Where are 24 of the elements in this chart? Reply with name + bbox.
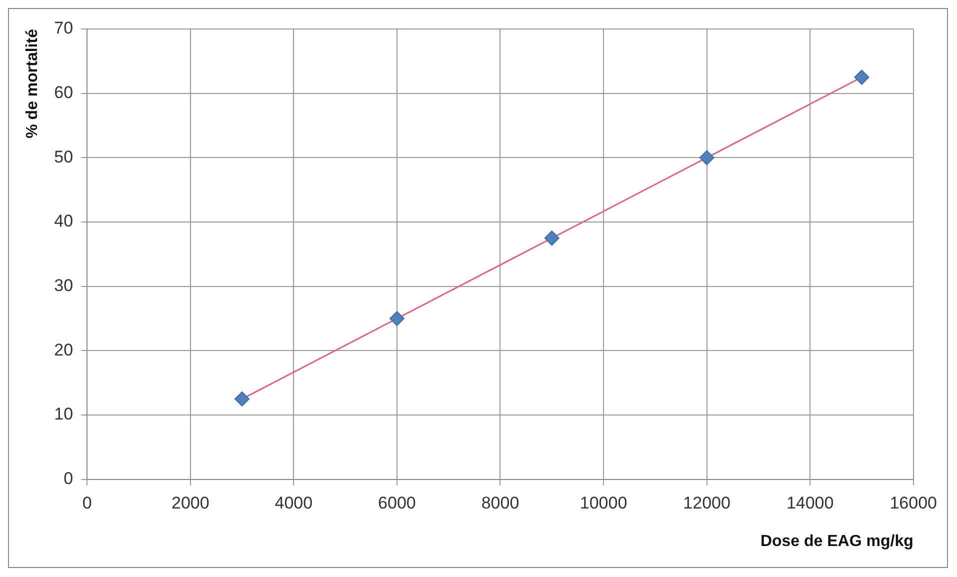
y-axis-title: % de mortalité [24, 28, 42, 138]
x-tick-label: 8000 [481, 493, 520, 512]
x-tick-label: 2000 [171, 493, 210, 512]
point [234, 391, 250, 406]
x-axis-title: Dose de EAG mg/kg [760, 532, 914, 550]
y-tick-label: 70 [54, 18, 74, 38]
point [854, 70, 870, 85]
x-tick-label: 10000 [580, 493, 628, 512]
y-tick-label: 0 [64, 469, 74, 488]
point [389, 311, 404, 326]
y-tick-label: 20 [54, 340, 74, 360]
x-tick-label: 12000 [683, 493, 730, 512]
y-tick-label: 40 [54, 212, 74, 231]
y-tick-label: 10 [54, 404, 74, 424]
x-tick-label: 4000 [274, 493, 313, 512]
x-tick-label: 14000 [786, 493, 834, 512]
x-tick-label: 6000 [378, 493, 416, 512]
point [699, 150, 714, 166]
y-tick-label: 50 [54, 147, 74, 166]
x-tick-label: 16000 [890, 493, 938, 512]
y-tick-label: 30 [54, 276, 74, 296]
point [544, 230, 560, 246]
x-tick-label: 0 [82, 493, 92, 512]
y-tick-label: 60 [54, 83, 74, 102]
